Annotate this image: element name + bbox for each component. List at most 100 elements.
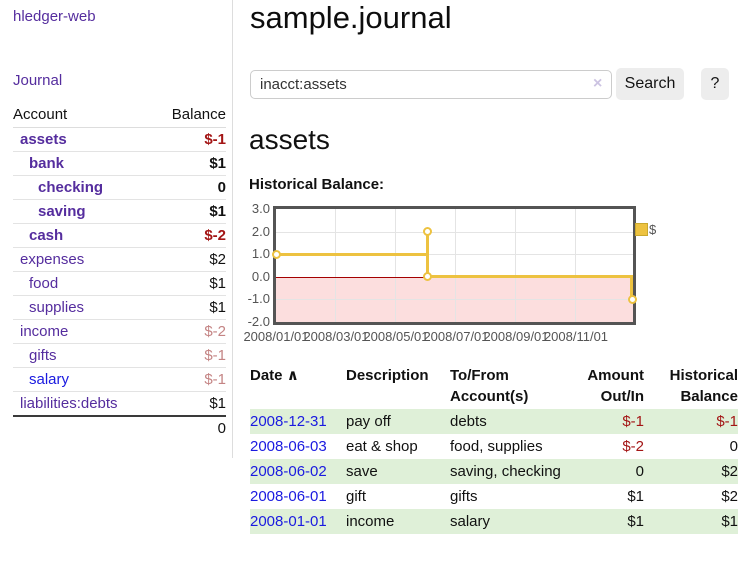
account-link[interactable]: income [20,323,69,340]
search-input[interactable] [250,70,612,99]
account-row-expenses: expenses $2 [13,247,226,272]
x-tick-label: 2008/07/01 [423,329,489,344]
account-link[interactable]: assets [20,131,67,148]
accounts-table: Account Balance assets $-1 bank $1 check… [13,103,226,440]
y-tick-label: 1.0 [251,246,270,261]
y-tick-label: -2.0 [247,314,270,329]
total-row: 0 [13,415,226,440]
account-row-salary: salary $-1 [13,367,226,392]
plot-area: $ [272,206,656,325]
account-link[interactable]: cash [29,227,64,244]
transaction-description: save [346,463,378,480]
transaction-balance: $2 [721,463,738,480]
account-link[interactable]: supplies [29,299,85,316]
transaction-balance: $-1 [716,413,738,430]
description-column-header: Description [346,367,429,384]
app-title-link[interactable]: hledger-web [13,8,96,25]
account-link[interactable]: expenses [20,251,85,268]
transaction-date-link[interactable]: 2008-06-01 [250,488,327,505]
series-line-segment [426,275,633,278]
transaction-row[interactable]: 2008-06-03 eat & shop food, supplies $-2… [250,434,738,459]
transaction-accounts: debts [450,413,487,430]
balance-column-header: Historical Balance [669,367,738,405]
y-tick-label: 0.0 [251,269,270,284]
help-button[interactable]: ? [701,68,729,100]
gridline [276,232,633,233]
transaction-amount: $-1 [622,413,644,430]
transaction-row[interactable]: 2008-06-02 save saving, checking 0 $2 [250,459,738,484]
search-button[interactable]: Search [616,68,684,100]
gridline [515,209,516,322]
account-link[interactable]: bank [29,155,65,172]
transaction-date-link[interactable]: 2008-06-02 [250,463,327,480]
x-tick-label: 2008/09/01 [483,329,549,344]
transaction-balance: 0 [729,438,738,455]
transaction-accounts: gifts [450,488,478,505]
transaction-amount: $1 [627,488,644,505]
data-point-marker [272,250,281,259]
clear-search-icon[interactable]: × [593,75,603,92]
transaction-amount: $-2 [622,438,644,455]
account-balance: $1 [153,391,226,417]
series-line-segment [276,253,428,256]
account-row-cash: cash $-2 [13,223,226,248]
account-heading: assets [249,124,330,155]
account-balance: $-2 [153,319,226,344]
register-header-row: Date ∧ Description To/From Account(s) Am… [250,363,738,409]
accounts-table-header: Account Balance [13,103,226,128]
account-balance: $1 [153,199,226,224]
account-link[interactable]: salary [29,371,70,388]
account-link[interactable]: liabilities:debts [20,395,118,412]
legend-series-swatch [635,223,648,236]
chart-legend: $ [635,222,656,237]
transaction-row[interactable]: 2008-01-01 income salary $1 $1 [250,509,738,534]
legend-series-label: $ [649,222,657,237]
transaction-row[interactable]: 2008-06-01 gift gifts $1 $2 [250,484,738,509]
account-balance: $1 [153,295,226,320]
gridline [395,209,396,322]
total-balance: 0 [153,415,226,440]
account-link[interactable]: checking [38,179,104,196]
data-point-marker [423,272,432,281]
date-column-header[interactable]: Date ∧ [250,367,299,384]
transaction-description: eat & shop [346,438,418,455]
transaction-date-link[interactable]: 2008-06-03 [250,438,327,455]
account-link[interactable]: food [29,275,59,292]
transaction-description: pay off [346,413,391,430]
transaction-row[interactable]: 2008-12-31 pay off debts $-1 $-1 [250,409,738,434]
balance-column-header: Balance [153,103,226,128]
account-balance: $-1 [153,343,226,368]
historical-balance-label: Historical Balance: [249,176,385,193]
gridline [276,299,633,300]
account-link[interactable]: saving [38,203,86,220]
transaction-accounts: food, supplies [450,438,543,455]
account-row-bank: bank $1 [13,151,226,176]
transaction-description: gift [346,488,367,505]
y-tick-label: 2.0 [251,224,270,239]
series-line-segment [426,230,429,278]
account-balance: 0 [153,175,226,200]
account-row-saving: saving $1 [13,199,226,224]
transaction-date-link[interactable]: 2008-12-31 [250,413,327,430]
data-point-marker [423,227,432,236]
account-balance: $-2 [153,223,226,248]
page-title: sample.journal [250,0,452,35]
transaction-date-link[interactable]: 2008-01-01 [250,513,327,530]
x-tick-label: 2008/05/01 [363,329,429,344]
sidebar-item-journal[interactable]: Journal [13,72,63,89]
account-row-assets: assets $-1 [13,127,226,152]
account-balance: $1 [153,271,226,296]
account-link[interactable]: gifts [29,347,57,364]
sidebar: hledger-web Journal Account Balance asse… [0,0,233,458]
gridline [276,254,633,255]
transaction-balance: $2 [721,488,738,505]
transaction-description: income [346,513,395,530]
transaction-accounts: saving, checking [450,463,561,480]
account-row-checking: checking 0 [13,175,226,200]
sort-ascending-icon: ∧ [286,367,299,384]
series-line-segment [630,275,633,301]
y-tick-label: 3.0 [251,201,270,216]
y-tick-label: -1.0 [247,291,270,306]
account-row-liabilities-debts: liabilities:debts $1 [13,391,226,417]
